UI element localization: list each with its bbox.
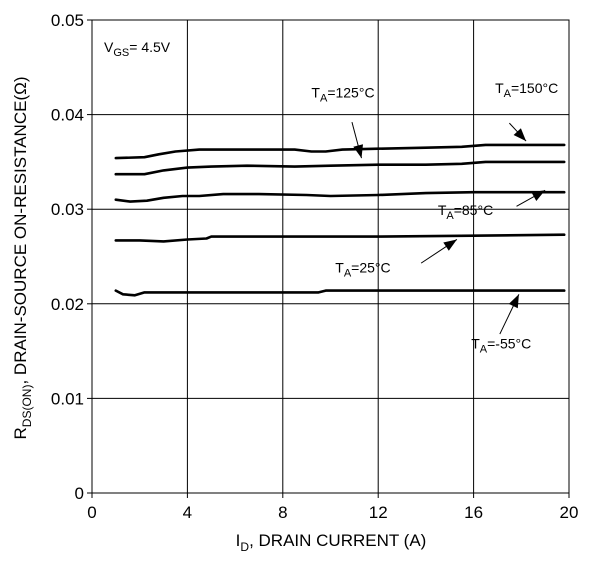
series-label-1: TA=125°C (311, 85, 374, 105)
y-tick-label: 0.03 (51, 200, 84, 219)
series-label-main: T (495, 80, 504, 96)
series-line-0 (114, 143, 566, 160)
x-axis-label-sub: D (240, 540, 249, 554)
series-line-1 (114, 160, 566, 176)
series-line-3 (114, 233, 566, 243)
tick-labels: 0 4 8 12 16 20 0 0.01 0.02 0.03 0.04 0.05 (51, 11, 579, 522)
y-axis-label: RDS(ON), DRAIN-SOURCE ON-RESISTANCE(Ω) (11, 77, 34, 440)
x-tick-label: 20 (560, 503, 579, 522)
series-lines (114, 143, 566, 297)
series-label-rest: =25°C (351, 260, 390, 276)
series-line-2 (114, 190, 566, 203)
series-line-4 (114, 289, 566, 297)
series-label-sub: A (480, 343, 488, 355)
series-label-main: T (335, 260, 344, 276)
series-label-4: TA=-55°C (471, 335, 531, 355)
annotation-arrowhead (508, 294, 519, 309)
annotation-arrowhead (513, 128, 527, 142)
x-tick-label: 0 (87, 503, 96, 522)
condition-label: VGS= 4.5V (104, 39, 171, 59)
x-axis-label: ID, DRAIN CURRENT (A) (236, 531, 427, 554)
annotation-arrowhead (353, 144, 363, 159)
series-label-0: TA=150°C (495, 80, 558, 100)
series-label-2: TA=85°C (438, 202, 493, 222)
condition-label-rest: = 4.5V (129, 39, 171, 55)
series-label-sub: A (504, 88, 512, 100)
y-tick-label: 0.01 (51, 389, 84, 408)
plot-frame (91, 19, 570, 494)
x-tick-label: 4 (183, 503, 192, 522)
series-label-sub: A (344, 268, 352, 280)
x-axis-label-main: I (236, 531, 241, 550)
y-axis-label-main: R (11, 427, 30, 439)
x-axis-label-rest: , DRAIN CURRENT (A) (249, 531, 426, 550)
series-label-main: T (438, 202, 447, 218)
y-tick-label: 0.02 (51, 295, 84, 314)
y-tick-label: 0.04 (51, 106, 84, 125)
y-axis-label-sub: DS(ON) (20, 385, 34, 428)
x-tick-label: 16 (464, 503, 483, 522)
annotation-arrowhead (531, 190, 546, 201)
series-label-rest: =-55°C (487, 335, 531, 351)
annotation-arrowhead (443, 239, 457, 251)
series-label-rest: =150°C (511, 80, 558, 96)
series-label-rest: =85°C (454, 202, 493, 218)
grid (87, 19, 570, 498)
series-label-rest: =125°C (327, 85, 374, 101)
series-label-sub: A (446, 210, 454, 222)
series-label-sub: A (320, 93, 328, 105)
x-tick-label: 12 (369, 503, 388, 522)
x-tick-label: 8 (278, 503, 287, 522)
series-label-3: TA=25°C (335, 260, 390, 280)
series-label-main: T (471, 335, 480, 351)
y-axis-label-rest: , DRAIN-SOURCE ON-RESISTANCE(Ω) (11, 77, 30, 385)
condition-label-sub: GS (113, 47, 129, 59)
condition-label-main: V (104, 39, 114, 55)
annotations: TA=150°CTA=125°CTA=85°CTA=25°CTA=-55°C (311, 80, 558, 355)
y-tick-label: 0.05 (51, 11, 84, 30)
series-label-main: T (311, 85, 320, 101)
y-tick-label: 0 (75, 484, 84, 503)
